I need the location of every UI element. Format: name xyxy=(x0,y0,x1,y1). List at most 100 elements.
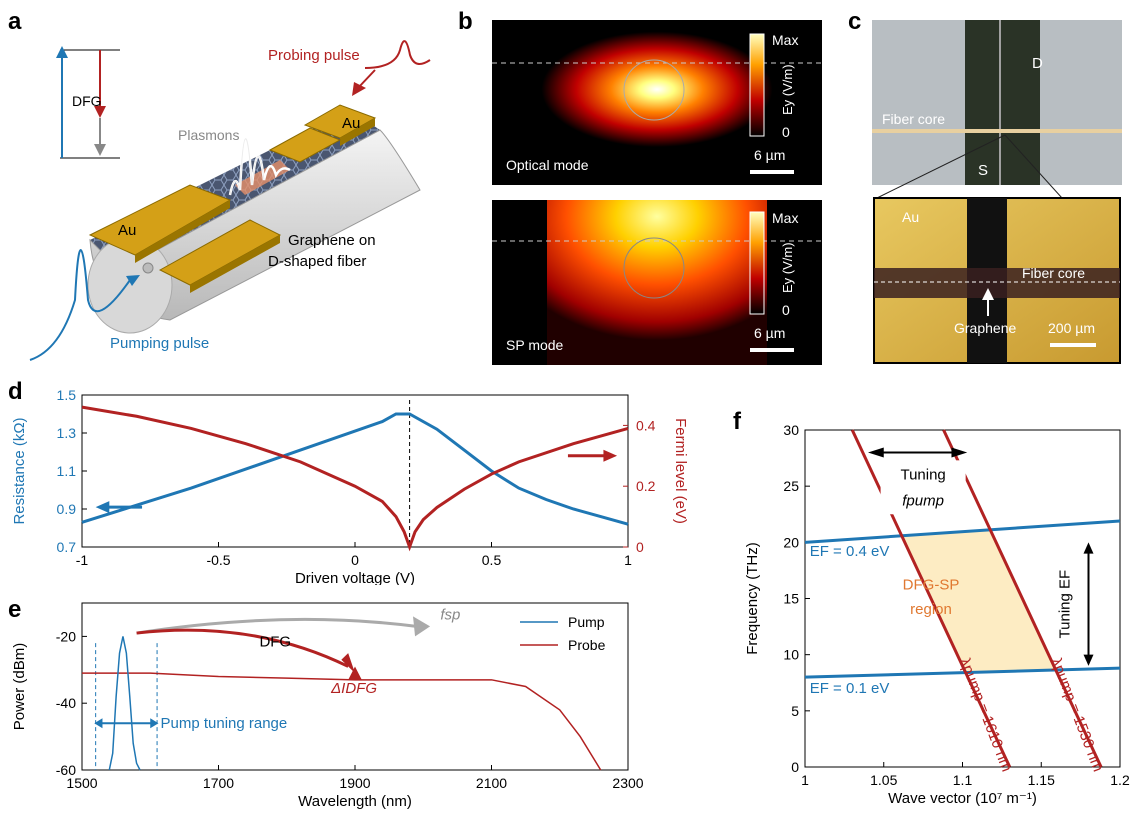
x-tick-label: 1900 xyxy=(339,775,370,791)
panel-label-a: a xyxy=(8,8,22,35)
x-tick-label: 2100 xyxy=(476,775,507,791)
x-tick-label: 1500 xyxy=(66,775,97,791)
scale-top: 6 µm xyxy=(754,147,785,163)
dispersion-line xyxy=(804,519,1121,544)
fsp-arrow-head xyxy=(413,616,431,637)
ef04-label: EF = 0.4 eV xyxy=(810,543,890,560)
tuning-fpump-bg xyxy=(880,460,966,515)
y-tick-label: 0.9 xyxy=(57,501,77,517)
x-tick-label: 1.1 xyxy=(953,772,973,788)
scale-c: 200 µm xyxy=(1048,320,1095,336)
y-axis-label: Resistance (kΩ) xyxy=(11,417,28,524)
resistance-line xyxy=(81,412,629,526)
x-tick-label: -0.5 xyxy=(206,552,230,568)
probing-label: Probing pulse xyxy=(268,47,360,64)
tuning-fpump-right xyxy=(951,447,968,458)
chart-d: -1 -0.5 0 0.5 1 0.7 0.9 1.1 1.3 1.5 Driven voltage… xyxy=(11,387,689,585)
range-arrow-right xyxy=(150,718,159,729)
ef01-label: EF = 0.1 eV xyxy=(810,680,890,697)
pump-line-f xyxy=(850,429,1012,768)
right-arrow-head xyxy=(603,449,618,462)
plot-frame xyxy=(81,394,629,548)
graphene-label-c: Graphene xyxy=(954,320,1016,336)
y-tick-label: 0 xyxy=(791,759,799,775)
au-label-c: Au xyxy=(902,209,919,225)
cb-zero-bottom: 0 xyxy=(782,302,790,318)
x-tick-label: 1.2 xyxy=(1110,772,1130,788)
cb-max-top: Max xyxy=(772,32,798,48)
dfg-arrow-head xyxy=(341,653,355,674)
cb-label-bottom: Ey (V/m) xyxy=(780,242,795,293)
legend-pump: Pump xyxy=(568,614,605,630)
panel-label-d: d xyxy=(8,378,23,405)
fermi-level-line xyxy=(81,405,629,552)
y-tick-label: 10 xyxy=(783,647,799,663)
x-tick-label: 1.15 xyxy=(1028,772,1055,788)
plasmons-label: Plasmons xyxy=(178,127,239,143)
tuning-fpump-left xyxy=(868,447,884,458)
pumping-label: Pumping pulse xyxy=(110,335,209,352)
delta-label: ΔIDFG xyxy=(330,680,377,697)
panel-label-c: c xyxy=(848,8,862,35)
dfg-arrow xyxy=(136,628,349,668)
sp-mode-title: SP mode xyxy=(506,337,564,353)
tuning-ef-top xyxy=(1083,542,1094,554)
panel-c-micrographs: Fiber core D S Au Fiber core Graphene 20… xyxy=(872,20,1122,364)
y2-axis-label: Fermi level (eV) xyxy=(672,418,689,524)
y-tick-label: 15 xyxy=(783,591,799,607)
tuning-ef-label: Tuning EF xyxy=(1057,570,1074,639)
y-tick-label: -60 xyxy=(56,762,76,778)
panel-label-f: f xyxy=(733,408,741,435)
y-axis-label: Power (dBm) xyxy=(11,643,28,731)
fiber-core-bottom: Fiber core xyxy=(1022,265,1085,281)
x-axis-label: Wavelength (nm) xyxy=(298,793,412,810)
cb-max-bottom: Max xyxy=(772,210,798,226)
graphene-label-2: D-shaped fiber xyxy=(268,253,366,270)
panel-a-schematic: DFG Au Au Plasmons Probing pulse Pumping… xyxy=(29,40,431,361)
y-tick-label: 30 xyxy=(783,422,799,438)
y-tick-label: 1.3 xyxy=(57,425,77,441)
pump-range-label: Pump tuning range xyxy=(160,715,287,732)
source-label: S xyxy=(978,162,988,179)
panel-label-e: e xyxy=(8,596,22,623)
y-tick-label: 5 xyxy=(791,703,799,719)
optical-mode-title: Optical mode xyxy=(506,157,589,173)
y-tick-label: 1.5 xyxy=(57,387,77,403)
fsp-label: fsp xyxy=(440,607,460,624)
y2-tick-label: 0 xyxy=(636,539,644,555)
x-tick-label: -1 xyxy=(76,552,89,568)
lambda-1530-label: λpump = 1530 nm xyxy=(1047,656,1106,775)
x-tick-label: 1 xyxy=(801,772,809,788)
drain-label: D xyxy=(1032,55,1043,72)
y-axis-label: Frequency (THz) xyxy=(744,542,761,655)
au-label-2: Au xyxy=(342,115,360,132)
x-tick-label: 0.5 xyxy=(482,552,502,568)
tuning-label-2: fpump xyxy=(902,492,944,509)
x-tick-label: 1 xyxy=(624,552,632,568)
dfg-sp-region xyxy=(901,529,1056,673)
cb-zero-top: 0 xyxy=(782,124,790,140)
x-tick-label: 0 xyxy=(351,552,359,568)
tuning-label-1: Tuning xyxy=(900,466,945,483)
x-tick-label: 1.05 xyxy=(870,772,897,788)
dfg-label: DFG xyxy=(72,93,102,109)
range-arrow-left xyxy=(94,718,103,729)
probe-marker xyxy=(348,666,362,680)
panel-label-b: b xyxy=(458,8,473,35)
y-tick-label: 25 xyxy=(783,478,799,494)
y-tick-label: 1.1 xyxy=(57,463,77,479)
region-label-2: region xyxy=(910,601,952,618)
tuning-ef-bottom xyxy=(1083,654,1094,666)
au-label-1: Au xyxy=(118,222,136,239)
chart-e: 1500 1700 1900 2100 2300 -20 -40 -60 Wavelength … xyxy=(11,602,644,810)
legend-probe: Probe xyxy=(568,637,606,653)
pump-line-f xyxy=(942,429,1103,768)
y-tick-label: 20 xyxy=(783,534,799,550)
y-tick-label: -40 xyxy=(56,695,76,711)
dispersion-line xyxy=(804,666,1121,679)
dfg-label-e: DFG xyxy=(259,633,291,650)
graphene-label-1: Graphene on xyxy=(288,232,376,249)
x-axis-label: Wave vector (10⁷ m⁻¹) xyxy=(888,790,1037,807)
y-tick-label: 0.7 xyxy=(57,539,77,555)
y-tick-label: -20 xyxy=(56,628,76,644)
